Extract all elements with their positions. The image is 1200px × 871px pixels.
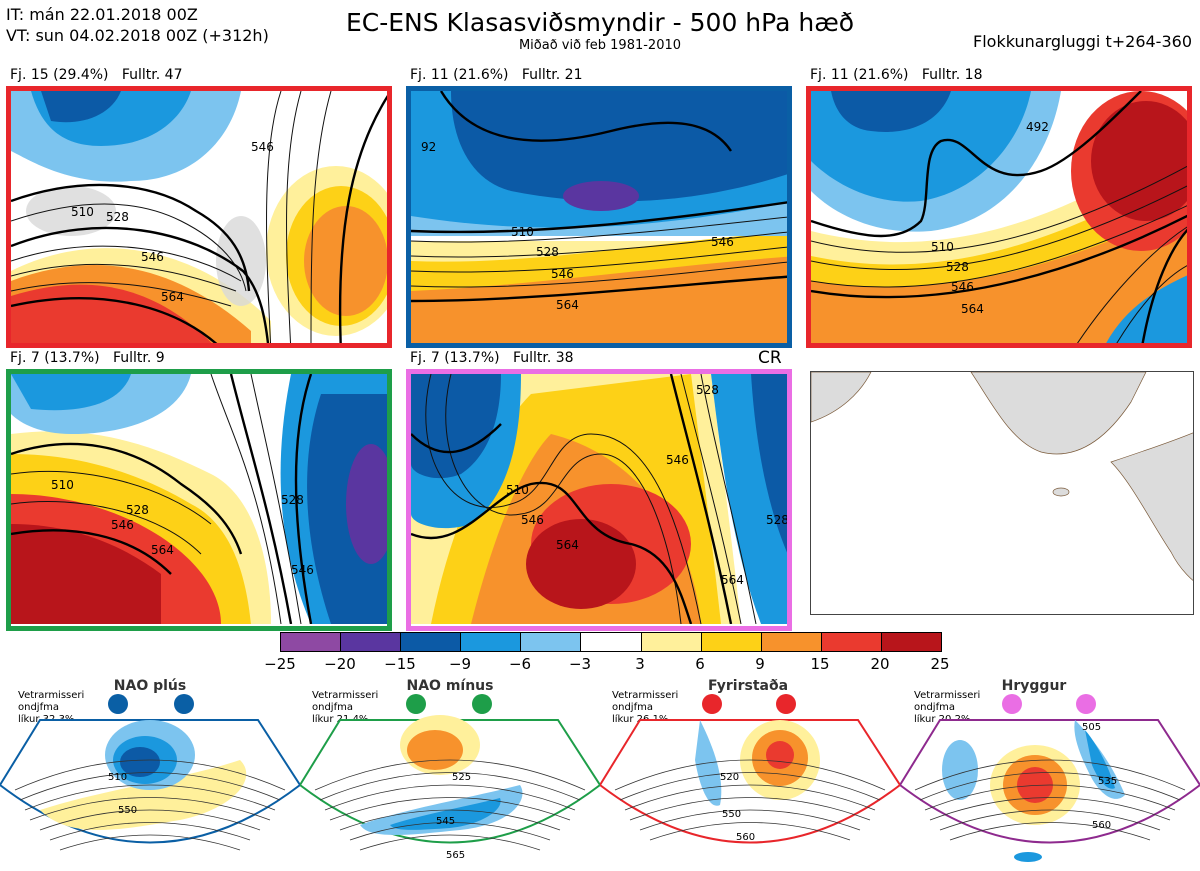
svg-text:546: 546 bbox=[251, 140, 274, 154]
it-line: IT: mán 22.01.2018 00Z bbox=[6, 5, 198, 24]
header-times: IT: mán 22.01.2018 00Z VT: sun 04.02.201… bbox=[6, 4, 269, 46]
colorbar-segment bbox=[401, 633, 462, 651]
regime-4-marker-icon bbox=[1076, 694, 1096, 714]
colorbar-segment bbox=[581, 633, 642, 651]
colorbar-segment bbox=[461, 633, 522, 651]
page-subtitle: Miðað við feb 1981-2010 bbox=[518, 38, 682, 53]
regime-2-contour-label: 565 bbox=[446, 850, 465, 861]
svg-text:510: 510 bbox=[506, 483, 529, 497]
regime-1-marker-icon bbox=[174, 694, 194, 714]
panel-4-label: Fj. 7 (13.7%) Fulltr. 9 bbox=[10, 350, 165, 366]
svg-text:564: 564 bbox=[151, 543, 174, 557]
regime-3-contour-label: 560 bbox=[736, 832, 755, 843]
regime-3-contour-label: 520 bbox=[720, 772, 739, 783]
colorbar-segment bbox=[341, 633, 402, 651]
page-title: EC-ENS Klasasviðsmyndir - 500 hPa hæð bbox=[345, 8, 855, 37]
cr-tag: CR bbox=[758, 348, 782, 368]
svg-text:528: 528 bbox=[946, 260, 969, 274]
regime-1-name: NAO plús bbox=[113, 678, 187, 694]
regime-4-name: Hryggur bbox=[1001, 678, 1067, 694]
regime-3-name: Fyrirstaða bbox=[707, 678, 789, 694]
regime-2-marker-icon bbox=[472, 694, 492, 714]
colorbar-tick: 20 bbox=[870, 655, 890, 673]
colorbar-segment bbox=[641, 633, 702, 651]
svg-text:546: 546 bbox=[291, 563, 314, 577]
colorbar-tick: −15 bbox=[384, 655, 416, 673]
regime-2-marker-icon bbox=[406, 694, 426, 714]
regime-2-contour-label: 525 bbox=[452, 772, 471, 783]
svg-text:546: 546 bbox=[141, 250, 164, 264]
regime-4-marker-icon bbox=[1002, 694, 1022, 714]
svg-text:564: 564 bbox=[721, 573, 744, 587]
regime-1-contour-label: 550 bbox=[118, 805, 137, 816]
colorbar-segment bbox=[521, 633, 582, 651]
svg-text:528: 528 bbox=[766, 513, 789, 527]
svg-text:564: 564 bbox=[961, 302, 984, 316]
regime-2-map: 525 545 565 bbox=[300, 715, 600, 861]
svg-text:528: 528 bbox=[281, 493, 304, 507]
regime-1-map: 510 550 bbox=[0, 719, 300, 851]
colorbar-tick: −6 bbox=[508, 655, 532, 673]
cluster-map-2: 92 510 528 546 564 546 bbox=[406, 86, 792, 348]
colorbar-tick: −3 bbox=[568, 655, 592, 673]
colorbar-tick: 6 bbox=[695, 655, 705, 673]
svg-text:546: 546 bbox=[951, 280, 974, 294]
colorbar-tick: −20 bbox=[324, 655, 356, 673]
panel-3-label: Fj. 11 (21.6%) Fulltr. 18 bbox=[810, 67, 983, 83]
regime-3-map: 520 550 560 bbox=[600, 719, 900, 844]
svg-text:510: 510 bbox=[511, 225, 534, 239]
colorbar-segment bbox=[761, 633, 822, 651]
svg-text:546: 546 bbox=[111, 518, 134, 532]
regime-3-marker-icon bbox=[776, 694, 796, 714]
colorbar-segment bbox=[881, 633, 942, 651]
colorbar-segment bbox=[821, 633, 882, 651]
vt-line: VT: sun 04.02.2018 00Z (+312h) bbox=[6, 26, 269, 45]
svg-text:528: 528 bbox=[536, 245, 559, 259]
cluster-map-4: 510 528 546 564 528 546 bbox=[6, 369, 392, 631]
colorbar-segment bbox=[701, 633, 762, 651]
colorbar bbox=[280, 632, 942, 652]
svg-text:510: 510 bbox=[931, 240, 954, 254]
empty-map-panel bbox=[810, 371, 1194, 615]
cluster-map-5: 510 546 564 528 546 564 528 bbox=[406, 369, 792, 631]
regime-3-marker-icon bbox=[702, 694, 722, 714]
svg-text:528: 528 bbox=[106, 210, 129, 224]
svg-text:510: 510 bbox=[71, 205, 94, 219]
colorbar-tick: −9 bbox=[448, 655, 472, 673]
colorbar-tick: 3 bbox=[635, 655, 645, 673]
regime-4-contour-label: 505 bbox=[1082, 722, 1101, 733]
colorbar-tick: 9 bbox=[755, 655, 765, 673]
svg-text:546: 546 bbox=[666, 453, 689, 467]
regime-1-contour-label: 510 bbox=[108, 772, 127, 783]
regime-2-contour-label: 545 bbox=[436, 816, 455, 827]
regime-4-contour-label: 535 bbox=[1098, 776, 1117, 787]
regime-1-marker-icon bbox=[108, 694, 128, 714]
panel-1-label: Fj. 15 (29.4%) Fulltr. 47 bbox=[10, 67, 183, 83]
colorbar-tick: 15 bbox=[810, 655, 830, 673]
svg-text:528: 528 bbox=[696, 383, 719, 397]
panel-2-label: Fj. 11 (21.6%) Fulltr. 21 bbox=[410, 67, 583, 83]
svg-text:492: 492 bbox=[1026, 120, 1049, 134]
colorbar-segment bbox=[281, 633, 342, 651]
regime-4-contour-label: 560 bbox=[1092, 820, 1111, 831]
svg-text:92: 92 bbox=[421, 140, 436, 154]
cluster-map-1: 546 528 546 564 510 bbox=[6, 86, 392, 348]
svg-text:564: 564 bbox=[161, 290, 184, 304]
colorbar-tick: −25 bbox=[264, 655, 296, 673]
cluster-map-3: 492 510 528 546 564 bbox=[806, 86, 1192, 348]
regime-2-name: NAO mínus bbox=[406, 678, 494, 694]
svg-text:546: 546 bbox=[711, 235, 734, 249]
panel-5-label: Fj. 7 (13.7%) Fulltr. 38 bbox=[410, 350, 574, 366]
regime-4-map: 505 535 560 bbox=[900, 719, 1200, 862]
svg-text:564: 564 bbox=[556, 298, 579, 312]
window-label: Flokkunargluggi t+264-360 bbox=[973, 32, 1192, 51]
svg-text:546: 546 bbox=[551, 267, 574, 281]
svg-text:510: 510 bbox=[51, 478, 74, 492]
regime-3-contour-label: 550 bbox=[722, 809, 741, 820]
svg-text:564: 564 bbox=[556, 538, 579, 552]
colorbar-tick: 25 bbox=[930, 655, 950, 673]
svg-text:546: 546 bbox=[521, 513, 544, 527]
svg-text:528: 528 bbox=[126, 503, 149, 517]
